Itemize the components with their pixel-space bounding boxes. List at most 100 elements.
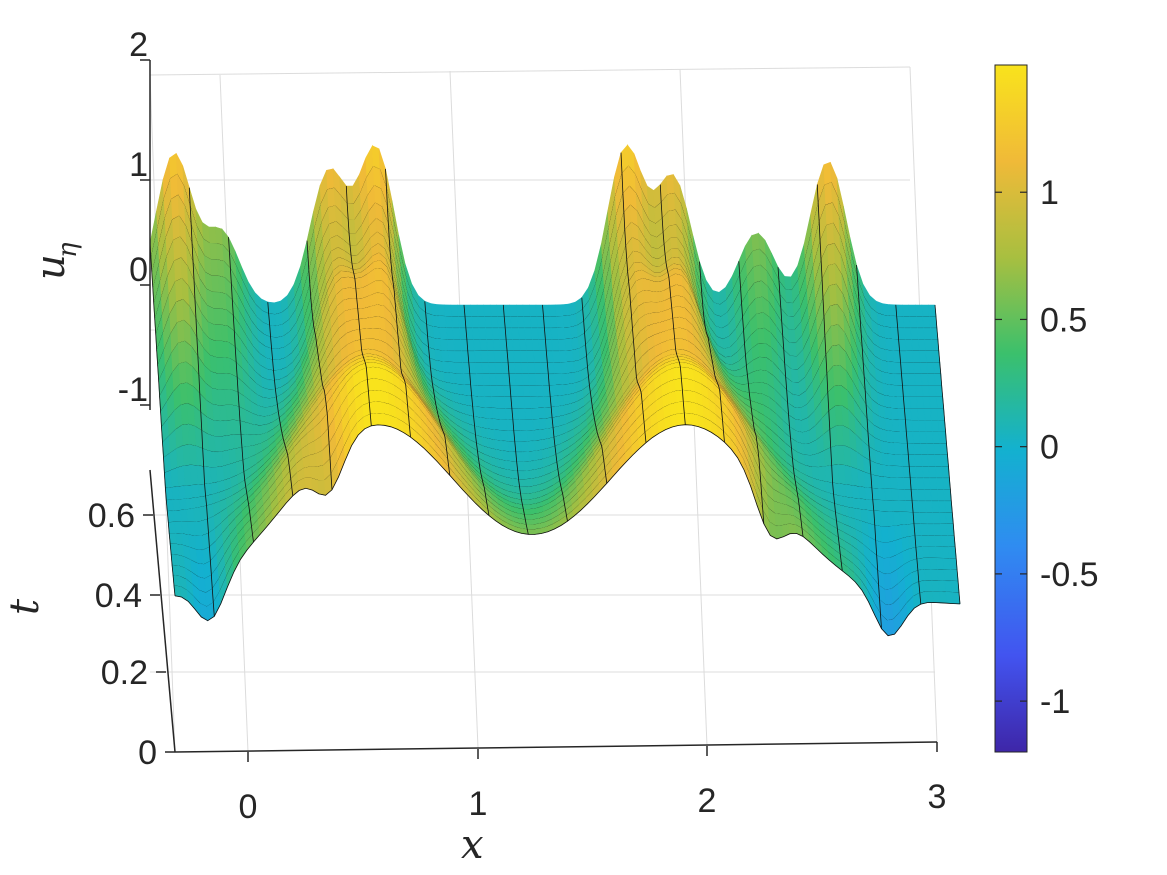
surface-patch <box>926 443 935 456</box>
surface-patch <box>918 350 928 364</box>
surface-patch <box>452 327 461 340</box>
surface-patch <box>520 441 530 453</box>
surface-patch <box>523 396 532 409</box>
surface-patch <box>670 237 679 250</box>
surface-patch <box>751 232 760 252</box>
mesh-line-x <box>306 240 333 490</box>
t-axis-line <box>149 469 176 753</box>
surface-patch <box>898 500 907 513</box>
surface-patch <box>477 396 487 409</box>
x-tick-label: 3 <box>928 778 947 816</box>
surface-patch <box>442 361 451 374</box>
surface-patch <box>916 396 925 410</box>
surface-patch <box>483 304 492 317</box>
surface-patch <box>782 523 791 538</box>
surface-patch <box>933 523 942 536</box>
surface-patch <box>802 430 811 445</box>
surface-patch <box>556 315 565 329</box>
surface-patch <box>928 466 937 479</box>
surface-patch <box>475 373 485 386</box>
t-tick-label: 0 <box>138 734 157 772</box>
surface-patch <box>921 535 930 548</box>
surface-patch <box>178 361 188 385</box>
surface-patch <box>492 418 502 431</box>
surface-patch <box>214 324 223 342</box>
surface-patch <box>908 304 917 317</box>
surface-patch <box>915 316 925 329</box>
mesh-line-x <box>345 185 372 426</box>
t-tick-label: 0.4 <box>95 577 142 615</box>
surface-patch <box>486 339 495 352</box>
surface-patch <box>363 306 373 320</box>
surface-patch <box>247 434 256 447</box>
t-tick-label: 0.6 <box>88 497 135 535</box>
surface-patch <box>923 557 932 570</box>
surface-patch <box>373 378 382 392</box>
mesh-line-x <box>934 304 961 604</box>
colorbar-tick-label: -1 <box>1040 683 1070 721</box>
mesh-line-x <box>699 261 725 443</box>
surface-patch <box>515 304 525 317</box>
mesh-line-x <box>816 184 843 571</box>
surface-patch <box>209 467 219 484</box>
surface-patch <box>880 526 890 543</box>
surface-patch <box>440 338 449 352</box>
surface-patch <box>928 546 937 559</box>
surface-patch <box>194 520 203 537</box>
surface-patch <box>437 304 446 317</box>
surface-patch <box>490 396 500 409</box>
surface-patch <box>789 355 799 371</box>
surface-patch <box>926 362 935 375</box>
surface-patch <box>526 430 535 442</box>
surface-patch <box>668 209 677 227</box>
x-axis-line <box>174 741 938 753</box>
surface-patch <box>533 362 543 375</box>
surface-patch <box>221 449 231 467</box>
surface-patch <box>894 524 903 542</box>
surface-patch <box>845 484 854 499</box>
surface-patch <box>315 450 324 468</box>
surface-patch <box>192 497 201 509</box>
surface-patch <box>669 402 679 417</box>
surface-patch <box>572 348 581 363</box>
mesh-line-x <box>267 302 294 496</box>
surface-patch <box>886 349 895 363</box>
surface-patch <box>925 591 935 603</box>
surface-patch <box>523 470 533 480</box>
colorbar-gradient <box>994 64 1028 753</box>
surface-patch <box>214 436 223 453</box>
surface-patch <box>513 350 522 364</box>
surface-patch <box>528 450 537 462</box>
surface-patch <box>943 569 952 582</box>
mesh-line-x <box>385 168 411 438</box>
surface-patch <box>174 521 183 535</box>
surface-patch <box>925 512 934 525</box>
surface-patch <box>171 194 180 221</box>
surface-patch <box>212 291 221 310</box>
surface-patch <box>905 350 914 364</box>
u-axis-label-subscript: η <box>53 242 83 258</box>
surface-patch <box>500 430 509 442</box>
surface-patch <box>903 327 913 340</box>
surface-patch <box>784 276 793 291</box>
surface-patch <box>530 327 540 340</box>
surface-patch <box>753 369 762 384</box>
surface-patch <box>498 408 507 421</box>
surface-patch <box>910 408 919 421</box>
surface-patch <box>518 408 527 421</box>
surface-patch <box>495 373 504 387</box>
surface-patch <box>275 324 285 339</box>
mesh-line-x <box>777 267 804 537</box>
surface-patch <box>526 350 535 364</box>
surface-patch <box>516 385 525 398</box>
surface-patch <box>837 464 847 486</box>
surface-patch <box>852 497 862 510</box>
surface-patch <box>882 557 892 575</box>
mesh-line-x <box>188 187 215 617</box>
mesh-line-x <box>620 152 647 443</box>
surface-patch <box>222 357 231 375</box>
surface-patch <box>176 445 185 469</box>
surface-patch <box>938 512 948 525</box>
surface-patch <box>529 304 538 317</box>
